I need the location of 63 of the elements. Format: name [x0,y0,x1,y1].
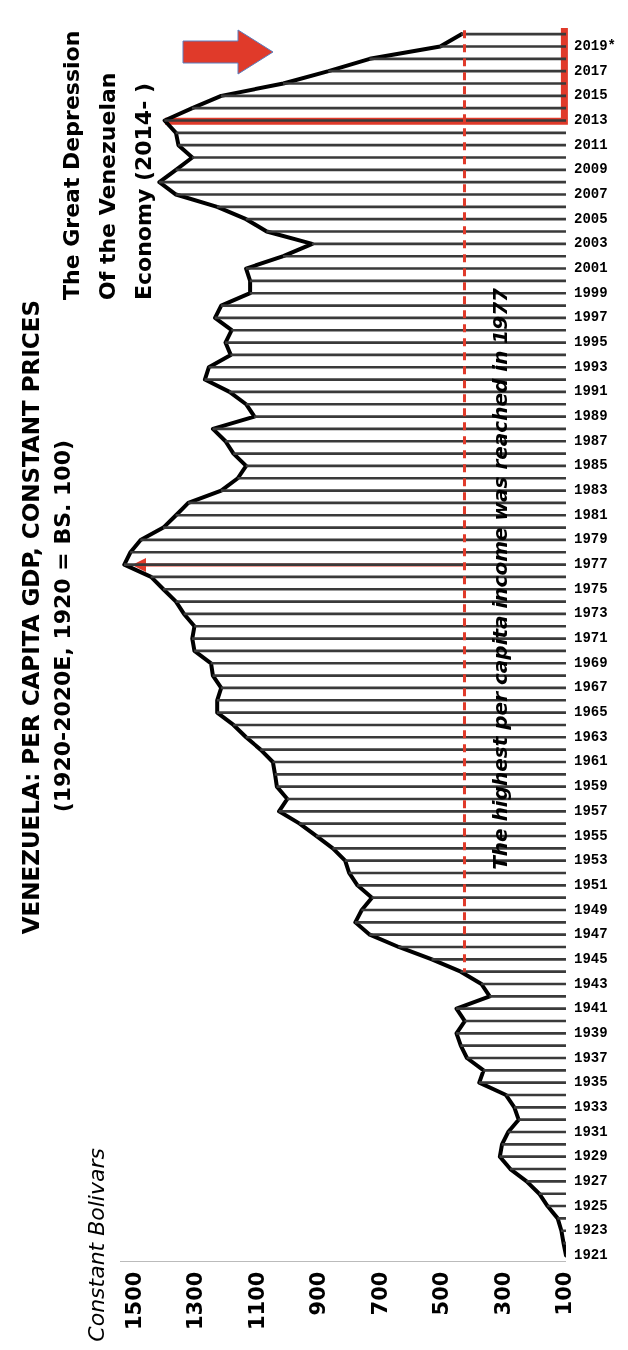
x-tick-label: 900 [306,1271,331,1316]
text: Constant Bolivars [84,1148,110,1342]
y-tick-label: 1963 [573,728,608,745]
y-tick-label: 1941 [573,1000,608,1017]
y-tick-label: 1949 [573,901,608,918]
y-tick-label: 1927 [573,1172,608,1189]
x-tick-label: 300 [490,1271,515,1316]
annotation: The Great Depression Of the Venezuelan Economy (2014- ) [58,29,157,300]
y-tick-label: 1971 [573,630,608,647]
y-tick-label: 2009 [573,161,608,178]
y-tick-label: 1967 [573,679,608,696]
y-tick-label: 1955 [573,827,608,844]
y-tick-label: 1921 [573,1246,608,1263]
y-tick-label: 2019* [573,38,617,55]
y-tick-label: 1939 [573,1024,608,1041]
y-tick-label: 1977 [573,556,608,573]
y-tick-label: 1957 [573,802,608,819]
y-tick-label: 2005 [573,210,608,227]
y-tick-label: 1991 [573,383,608,400]
annotation: The highest per capita income was reached in 1977 [488,288,513,870]
y-tick-label: 1945 [573,950,608,967]
y-tick-label: 1979 [573,531,608,548]
y-tick-label: 2015 [573,87,608,104]
y-tick-label: 1947 [573,926,608,943]
y-tick-label: 1985 [573,457,608,474]
y-tick-label: 1933 [573,1098,608,1115]
y-tick-label: 2007 [573,186,608,203]
y-tick-label: 2001 [573,260,608,277]
y-tick-label: 1981 [573,506,608,523]
x-tick-label: 1100 [244,1271,269,1331]
y-tick-label: 1989 [573,408,608,425]
x-tick-label: 100 [552,1271,577,1316]
y-tick-label: 1935 [573,1074,608,1091]
x-tick-label: 1500 [121,1271,146,1331]
y-tick-label: 1999 [573,284,608,301]
y-tick-label: 1975 [573,580,608,597]
y-tick-label: 2011 [573,136,608,153]
y-tick-label: 1931 [573,1123,608,1140]
y-tick-label: 1997 [573,309,608,326]
y-tick-label: 1983 [573,482,608,499]
y-tick-label: 1943 [573,975,608,992]
y-tick-label: 1973 [573,605,608,622]
x-tick-label: 700 [367,1271,392,1316]
text: (1920-2020E, 1920 = BS. 100) [50,440,76,813]
y-tick-label: 1969 [573,654,608,671]
y-tick-label: 1995 [573,334,608,351]
y-tick-label: 1951 [573,876,608,893]
y-tick-label: 1961 [573,753,608,770]
y-tick-label: 1959 [573,778,608,795]
y-tick-label: 2003 [573,235,608,252]
y-tick-label: 1925 [573,1197,608,1214]
y-tick-label: 2013 [573,112,608,129]
y-tick-label: 1929 [573,1148,608,1165]
y-tick-label: 1923 [573,1222,608,1239]
y-tick-label: 1937 [573,1049,608,1066]
text: VENEZUELA: PER CAPITA GDP, CONSTANT PRICES [18,300,45,935]
y-tick-label: 1993 [573,358,608,375]
y-tick-label: 1965 [573,704,608,721]
x-tick-label: 500 [429,1271,454,1316]
y-tick-label: 1953 [573,852,608,869]
y-tick-label: 2017 [573,62,608,79]
y-tick-label: 1987 [573,432,608,449]
x-tick-label: 1300 [183,1271,208,1331]
